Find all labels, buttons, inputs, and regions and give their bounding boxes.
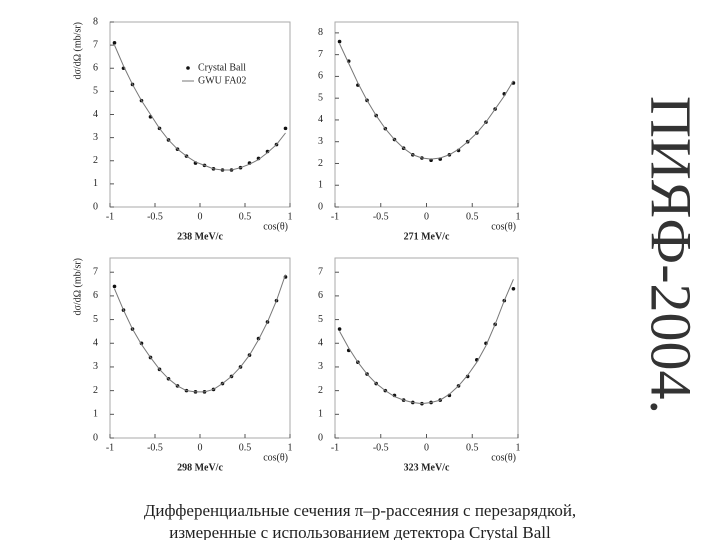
y-tick-label: 4 <box>93 338 98 349</box>
y-tick-label: 7 <box>318 267 323 278</box>
data-point <box>112 284 117 289</box>
y-tick-label: 4 <box>93 109 98 120</box>
x-tick-label: 1 <box>288 442 293 453</box>
x-tick-label: 0.5 <box>239 211 252 222</box>
caption-line: Дифференциальные сечения π–p-рассеяния с… <box>143 501 577 520</box>
legend-label: GWU FA02 <box>198 75 246 86</box>
y-tick-label: 6 <box>318 71 323 82</box>
y-tick-label: 0 <box>318 201 323 212</box>
y-tick-label: 8 <box>93 16 98 27</box>
plot-frame <box>109 257 291 439</box>
subtitle: 271 MeV/c <box>404 231 450 242</box>
legend-marker <box>186 66 190 70</box>
y-tick-label: 5 <box>93 314 98 325</box>
x-tick-label: -0.5 <box>147 211 163 222</box>
y-tick-label: 5 <box>93 86 98 97</box>
x-tick-label: -0.5 <box>373 442 389 453</box>
y-tick-label: 7 <box>93 39 98 50</box>
model-curve <box>114 274 286 393</box>
y-tick-label: 3 <box>318 361 323 372</box>
y-tick-label: 2 <box>93 385 98 396</box>
subtitle: 323 MeV/c <box>404 462 450 473</box>
y-tick-label: 0 <box>93 432 98 443</box>
subtitle: 238 MeV/c <box>177 231 223 242</box>
x-tick-label: 1 <box>516 442 521 453</box>
x-tick-label: 0.5 <box>466 211 479 222</box>
x-tick-label: 0 <box>198 442 203 453</box>
y-tick-label: 1 <box>318 409 323 420</box>
x-tick-label: -1 <box>331 211 339 222</box>
subtitle: 298 MeV/c <box>177 462 223 473</box>
model-curve <box>339 279 514 405</box>
y-tick-label: 5 <box>318 314 323 325</box>
x-tick-label: 0 <box>424 442 429 453</box>
caption: Дифференциальные сечения π–p-рассеяния с… <box>0 500 720 540</box>
y-tick-label: 6 <box>318 290 323 301</box>
y-tick-label: 3 <box>93 361 98 372</box>
x-tick-label: -1 <box>106 211 114 222</box>
y-tick-label: 1 <box>318 180 323 191</box>
x-tick-label: 1 <box>516 211 521 222</box>
x-axis-label: cos(θ) <box>491 221 516 232</box>
data-point <box>337 39 342 44</box>
model-curve <box>339 43 514 160</box>
y-tick-label: 0 <box>93 201 98 212</box>
caption-line: измеренные с использованием детектора Cr… <box>169 523 551 540</box>
data-point <box>511 286 516 291</box>
side-title: ПИЯФ-2004. <box>639 96 704 414</box>
y-tick-label: 2 <box>318 158 323 169</box>
y-tick-label: 3 <box>318 136 323 147</box>
y-axis-label: dσ/dΩ (mb/sr) <box>72 258 83 316</box>
x-tick-label: 0 <box>424 211 429 222</box>
y-tick-label: 2 <box>93 155 98 166</box>
y-tick-label: 1 <box>93 178 98 189</box>
plot-frame <box>109 21 291 208</box>
x-tick-label: -0.5 <box>373 211 389 222</box>
x-axis-label: cos(θ) <box>491 452 516 463</box>
x-axis-label: cos(θ) <box>263 221 288 232</box>
x-tick-label: 1 <box>288 211 293 222</box>
legend-label: Crystal Ball <box>198 62 246 73</box>
x-tick-label: -1 <box>331 442 339 453</box>
y-tick-label: 5 <box>318 92 323 103</box>
y-tick-label: 7 <box>318 49 323 60</box>
data-point <box>283 126 288 131</box>
x-tick-label: -1 <box>106 442 114 453</box>
y-tick-label: 0 <box>318 432 323 443</box>
plot-frame <box>334 257 519 439</box>
y-tick-label: 1 <box>93 409 98 420</box>
y-tick-label: 3 <box>93 132 98 143</box>
plot-frame <box>334 21 519 208</box>
y-axis-label: dσ/dΩ (mb/sr) <box>72 22 83 80</box>
x-tick-label: 0.5 <box>239 442 252 453</box>
x-tick-label: 0 <box>198 211 203 222</box>
y-tick-label: 7 <box>93 267 98 278</box>
y-tick-label: 4 <box>318 338 323 349</box>
x-tick-label: -0.5 <box>147 442 163 453</box>
y-tick-label: 4 <box>318 114 323 125</box>
x-tick-label: 0.5 <box>466 442 479 453</box>
data-point <box>112 41 117 45</box>
y-tick-label: 8 <box>318 27 323 38</box>
y-tick-label: 6 <box>93 63 98 74</box>
model-curve <box>114 44 286 171</box>
side-title-box: ПИЯФ-2004. <box>639 96 704 414</box>
data-point <box>337 327 342 331</box>
x-axis-label: cos(θ) <box>263 452 288 463</box>
y-tick-label: 2 <box>318 385 323 396</box>
y-tick-label: 6 <box>93 290 98 301</box>
